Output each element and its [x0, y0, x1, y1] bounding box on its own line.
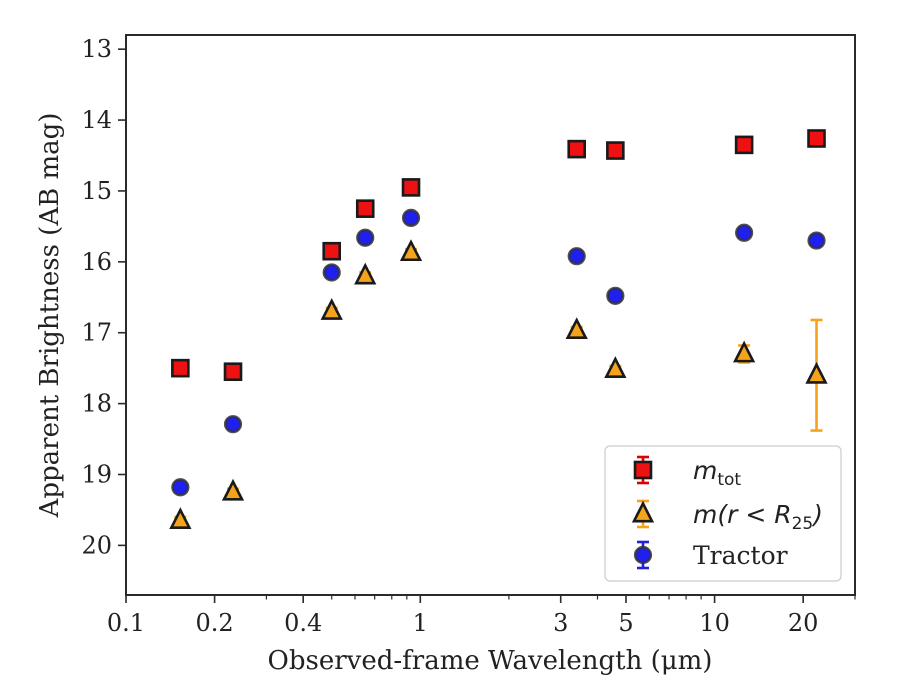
x-tick-label: 0.1 [107, 609, 145, 637]
circle-point [171, 478, 190, 497]
triangle-point [565, 317, 588, 340]
x-tick-label: 0.4 [284, 609, 322, 637]
x-axis: 0.1 0.2 0.4 1 3 5 10 20 [107, 595, 856, 637]
y-axis-label: Apparent Brightness (AB mag) [35, 113, 65, 519]
circle-point [735, 223, 754, 242]
triangle-point [604, 356, 627, 379]
y-tick-label: 14 [81, 106, 112, 134]
y-tick-label: 17 [81, 319, 112, 347]
x-tick-label: 5 [618, 609, 633, 637]
plot-frame [125, 34, 856, 596]
y-tick-label: 20 [81, 531, 112, 559]
triangle-point [169, 507, 192, 530]
legend-entry-label: m(r < R25) [693, 500, 823, 534]
series-triangle [169, 239, 828, 530]
square-point [606, 141, 625, 160]
series-circle [171, 208, 826, 497]
legend: mtot m(r < R25) Tractor [604, 445, 842, 582]
circle-point [223, 415, 243, 434]
x-axis-label: Observed-frame Wavelength (μm) [268, 646, 713, 676]
series-square [171, 129, 826, 382]
y-tick-label: 19 [81, 460, 112, 488]
legend-label-tail: ) [811, 500, 823, 529]
legend-square-swatch [633, 460, 653, 480]
triangle-point [805, 361, 828, 384]
legend-circle-swatch [633, 545, 653, 565]
triangle-point [221, 478, 245, 501]
triangle-point [733, 340, 756, 363]
y-tick-label: 13 [81, 35, 112, 63]
y-axis: 13 14 15 16 17 18 19 20 [81, 35, 126, 559]
x-tick-label: 0.2 [196, 609, 234, 637]
square-point [807, 129, 826, 148]
square-point [355, 199, 375, 218]
legend-entry-label: Tractor [693, 541, 788, 570]
circle-point [606, 286, 625, 305]
legend-label-main: m(r < R [693, 500, 792, 529]
x-tick-label: 10 [699, 609, 730, 637]
circle-point [567, 247, 586, 266]
circle-point [807, 231, 826, 250]
plot-area [169, 129, 828, 530]
square-point [567, 139, 587, 159]
legend-triangle-swatch [631, 500, 655, 523]
x-tick-label: 3 [553, 609, 568, 637]
square-point [734, 135, 754, 155]
triangle-point [320, 298, 343, 320]
square-point [401, 178, 421, 197]
square-point [171, 358, 190, 378]
square-point [223, 362, 243, 382]
y-tick-label: 15 [81, 177, 112, 205]
legend-label-main: m [693, 456, 717, 485]
y-tick-label: 18 [81, 390, 112, 418]
triangle-point [399, 239, 423, 262]
legend-label-subscript: tot [717, 470, 741, 490]
x-tick-label: 1 [413, 609, 428, 637]
x-tick-label: 20 [788, 609, 819, 637]
circle-point [401, 208, 421, 227]
triangle-point [354, 262, 377, 285]
legend-box [604, 445, 842, 582]
circle-point [356, 228, 375, 247]
circle-point [322, 263, 341, 282]
y-tick-label: 16 [81, 248, 112, 276]
legend-entry-label: mtot [693, 456, 741, 490]
legend-label-subscript: 25 [792, 514, 814, 534]
square-point [322, 241, 342, 261]
